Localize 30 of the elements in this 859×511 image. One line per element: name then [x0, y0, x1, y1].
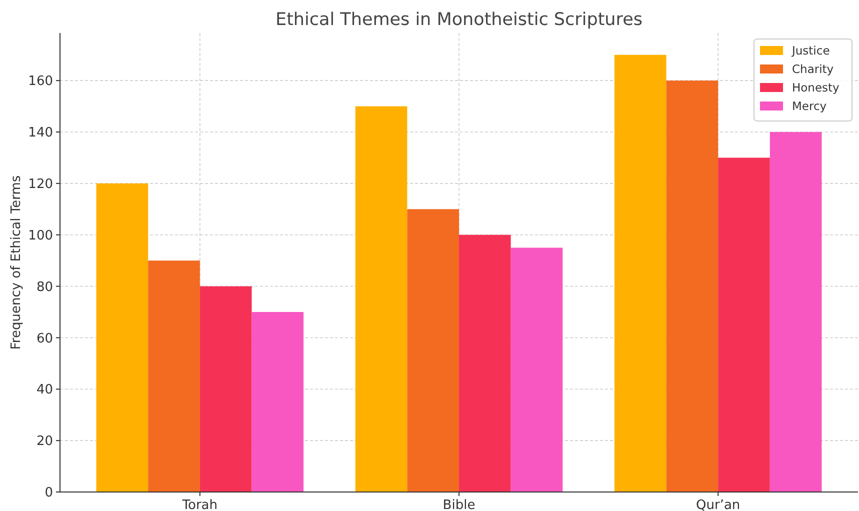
- y-axis-title: Frequency of Ethical Terms: [9, 175, 24, 350]
- bar: [459, 234, 511, 492]
- legend-label: Mercy: [792, 99, 827, 113]
- y-tick-label: 20: [36, 434, 53, 450]
- y-tick-label: 0: [44, 486, 53, 501]
- bar: [200, 286, 252, 492]
- y-tick-label: 100: [28, 228, 53, 244]
- y-tick-label: 60: [36, 331, 53, 346]
- x-tick-label: Torah: [181, 498, 218, 511]
- bar: [666, 80, 718, 492]
- y-tick-label: 160: [28, 74, 53, 90]
- bar: [510, 248, 563, 492]
- x-tick-label: Qur’an: [696, 498, 740, 511]
- bar: [407, 209, 459, 492]
- chart-title: Ethical Themes in Monotheistic Scriptures: [276, 10, 642, 30]
- bar: [96, 183, 148, 492]
- legend-label: Charity: [792, 62, 834, 76]
- legend-label: Honesty: [792, 80, 840, 94]
- y-tick-label: 120: [28, 176, 53, 192]
- bar: [355, 106, 408, 492]
- y-tick-label: 80: [36, 280, 53, 295]
- y-tick-label: 40: [36, 382, 53, 398]
- x-tick-label: Bible: [442, 498, 476, 511]
- bar: [252, 312, 304, 492]
- bar: [718, 158, 770, 492]
- bar: [148, 260, 200, 492]
- y-tick-label: 140: [28, 126, 53, 141]
- bar: [770, 132, 822, 492]
- bar: [614, 54, 666, 492]
- legend-label: Justice: [791, 44, 830, 58]
